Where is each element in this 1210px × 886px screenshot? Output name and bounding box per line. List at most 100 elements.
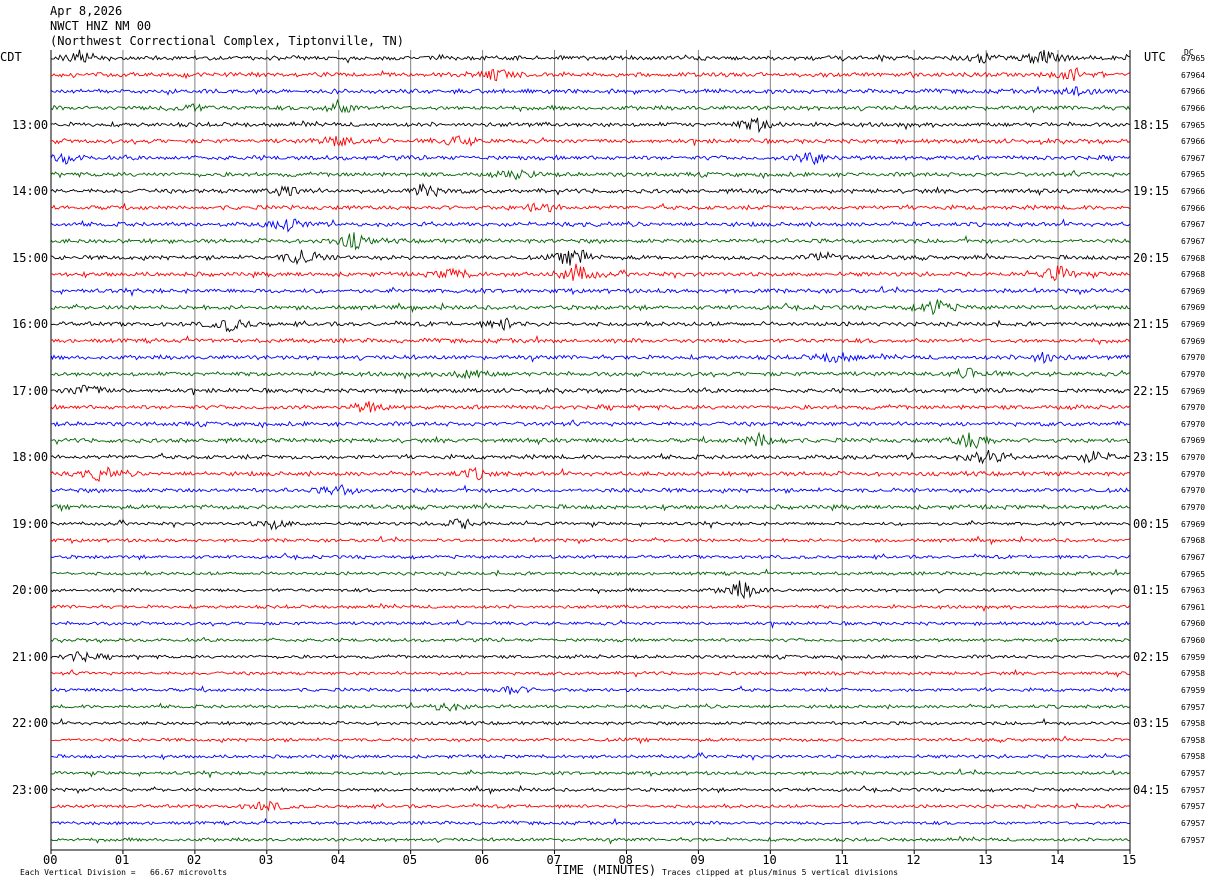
station-code: NWCT HNZ NM 00 <box>50 19 152 33</box>
seismic-trace <box>50 784 1130 795</box>
dc-offset-label: 67958 <box>1181 735 1206 745</box>
seismic-trace <box>50 768 1130 779</box>
dc-offset-label: 67964 <box>1181 70 1206 80</box>
dc-offset-label: 67970 <box>1181 486 1206 496</box>
dc-offset-label: 67969 <box>1181 436 1206 446</box>
seismic-trace <box>50 232 1130 251</box>
right-hour-label: 19:15 <box>1133 184 1170 199</box>
dc-offset-label: 67958 <box>1181 719 1206 729</box>
seismic-trace <box>50 367 1130 380</box>
seismic-trace <box>50 701 1130 712</box>
left-hour-label: 20:00 <box>12 583 49 598</box>
x-tick-label: 09 <box>690 853 705 867</box>
seismic-trace <box>50 735 1130 745</box>
x-tick-label: 06 <box>474 853 490 867</box>
seismic-trace <box>50 117 1130 134</box>
dc-offset-label: 67966 <box>1181 137 1206 147</box>
seismic-trace <box>50 401 1130 413</box>
x-axis-title: TIME (MINUTES) <box>555 863 657 877</box>
seismic-trace <box>50 817 1130 826</box>
dc-offset-label: 67965 <box>1181 569 1206 579</box>
left-hour-label: 19:00 <box>12 516 49 531</box>
seismic-trace <box>50 619 1130 630</box>
right-hour-label: 22:15 <box>1133 383 1170 398</box>
x-tick-label: 08 <box>618 853 633 867</box>
dc-offset-label: 67970 <box>1181 503 1206 512</box>
dc-offset-label: 67970 <box>1181 353 1206 363</box>
seismic-trace <box>50 98 1130 114</box>
left-hour-label: 16:00 <box>12 317 49 332</box>
x-tick-label: 12 <box>906 853 921 867</box>
left-hour-label: 15:00 <box>12 250 49 265</box>
seismic-trace <box>50 535 1130 546</box>
seismic-trace <box>50 717 1130 726</box>
seismic-trace <box>50 502 1130 513</box>
x-tick-label: 02 <box>186 853 202 867</box>
seismic-trace <box>50 384 1130 396</box>
dc-offset-label: 67969 <box>1181 303 1206 313</box>
left-hour-label: 23:00 <box>12 782 49 797</box>
x-tick-label: 07 <box>546 853 561 867</box>
right-hour-label: 23:15 <box>1133 450 1170 465</box>
right-hour-label: 01:15 <box>1133 583 1170 598</box>
seismic-trace <box>50 419 1130 429</box>
dc-offset-label: 67967 <box>1181 236 1206 246</box>
seismic-trace <box>50 151 1130 166</box>
seismic-trace <box>50 751 1130 762</box>
left-hour-label: 17:00 <box>12 383 49 398</box>
seismic-trace <box>50 299 1130 316</box>
left-hour-label: 21:00 <box>12 649 49 664</box>
dc-offset-label: 67960 <box>1181 619 1206 629</box>
dc-offset-label: 67970 <box>1181 369 1206 379</box>
dc-offset-label: 67969 <box>1181 320 1206 330</box>
seismic-trace <box>50 518 1130 531</box>
right-timezone-label: UTC <box>1144 50 1166 64</box>
dc-offset-label: 67965 <box>1181 120 1206 130</box>
seismic-trace <box>50 449 1130 465</box>
seismic-trace <box>50 263 1130 282</box>
x-tick-label: 13 <box>978 853 993 867</box>
dc-offset-label: 67957 <box>1181 702 1206 712</box>
dc-label: DC <box>1184 48 1194 57</box>
plot-date: Apr 8,2026 <box>50 4 123 18</box>
x-tick-label: 05 <box>402 853 418 867</box>
seismic-trace <box>50 202 1130 213</box>
dc-offset-label: 67969 <box>1181 336 1206 346</box>
seismic-trace <box>50 317 1130 333</box>
left-timezone-label: CDT <box>0 50 22 64</box>
dc-offset-label: 67968 <box>1181 270 1206 280</box>
seismic-trace <box>50 85 1130 97</box>
dc-offset-label: 67970 <box>1181 419 1206 429</box>
right-hour-label: 18:15 <box>1133 117 1170 132</box>
seismic-trace <box>50 351 1130 365</box>
seismic-trace <box>50 668 1130 678</box>
left-hour-label: 14:00 <box>12 184 49 199</box>
right-hour-label: 00:15 <box>1133 516 1170 531</box>
right-hour-label: 20:15 <box>1133 250 1170 265</box>
seismic-trace <box>50 67 1130 82</box>
scale-note: Each Vertical Division = 66.67 microvolt… <box>20 868 228 877</box>
x-tick-label: 04 <box>330 853 346 867</box>
dc-offset-label: 67969 <box>1181 519 1206 529</box>
right-hour-label: 03:15 <box>1133 716 1170 731</box>
seismic-trace <box>50 651 1130 663</box>
dc-offset-label: 67970 <box>1181 469 1206 479</box>
x-tick-label: 14 <box>1050 853 1065 867</box>
dc-offset-label: 67967 <box>1181 153 1206 163</box>
dc-offset-label: 67968 <box>1181 253 1206 263</box>
seismic-trace <box>50 580 1130 600</box>
dc-offset-label: 67966 <box>1181 187 1206 197</box>
x-tick-label: 00 <box>43 853 58 867</box>
dc-offset-label: 67969 <box>1181 386 1206 396</box>
seismic-trace <box>50 602 1130 613</box>
seismic-trace <box>50 685 1130 695</box>
seismic-trace <box>50 466 1130 483</box>
dc-offset-label: 67970 <box>1181 453 1206 463</box>
x-tick-label: 01 <box>114 853 130 867</box>
seismic-trace <box>50 835 1130 845</box>
seismic-trace <box>50 182 1130 198</box>
dc-offset-label: 67965 <box>1181 54 1206 63</box>
seismic-trace <box>50 636 1130 644</box>
x-tick-label: 10 <box>762 853 777 867</box>
seismic-trace <box>50 135 1130 148</box>
